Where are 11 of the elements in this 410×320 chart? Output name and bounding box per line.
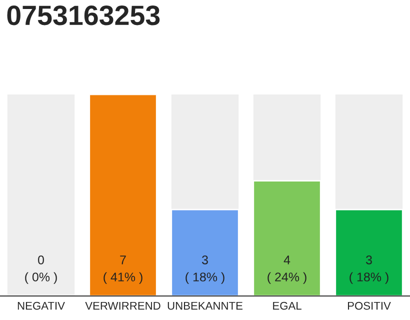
x-tick-label: UNBEKANNTE [168,302,242,310]
data-label: 7 ( 41% ) [104,256,142,284]
x-tick-label: POSITIV [348,302,391,310]
x-tick-label: VERWIRREND [85,302,160,310]
x-tick-label: NEGATIV [18,302,65,310]
data-label: 3 ( 18% ) [186,255,224,284]
data-label: 4 ( 24% ) [268,256,306,284]
x-tick-label: EGAL [273,302,302,310]
chart-title: 0753163253 [7,6,160,26]
data-label: 3 ( 18% ) [350,255,388,284]
data-label: 0 ( 0% ) [25,255,57,284]
